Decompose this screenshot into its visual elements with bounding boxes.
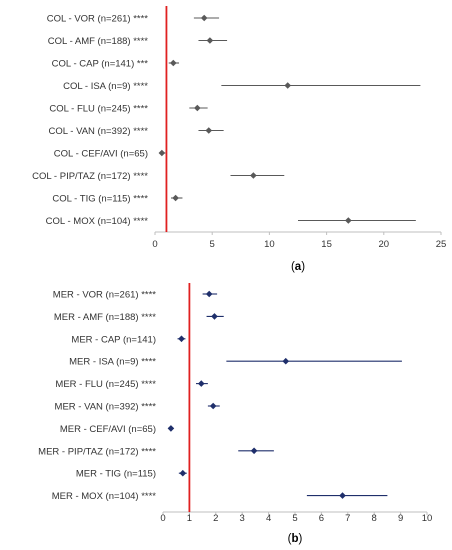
point-estimate-marker (200, 14, 208, 22)
category-label: MER - VOR (n=261) **** (53, 290, 157, 301)
category-label: MER - MOX (n=104) **** (52, 491, 157, 502)
x-tick-label: 9 (398, 513, 403, 524)
x-tick-label: 5 (210, 239, 215, 250)
x-tick-label: 20 (379, 239, 390, 250)
x-tick-label: 4 (266, 513, 271, 524)
category-label: COL - VOR (n=261) **** (47, 14, 149, 25)
x-tick-label: 25 (436, 239, 447, 250)
point-estimate-marker (172, 194, 179, 202)
panel-label: (b) (288, 533, 303, 545)
category-label: COL - CEF/AVI (n=65) (54, 149, 148, 160)
point-estimate-marker (197, 380, 205, 387)
point-estimate-marker (250, 447, 258, 455)
point-estimate-marker (206, 37, 214, 44)
category-label: MER - PIP/TAZ (n=172) **** (38, 446, 156, 457)
category-label: COL - FLU (n=245) **** (49, 104, 148, 115)
category-label: MER - TIG (n=115) (76, 469, 156, 480)
point-estimate-marker (345, 217, 352, 224)
point-estimate-marker (209, 402, 217, 410)
x-tick-label: 0 (152, 239, 157, 250)
x-tick-label: 7 (345, 513, 350, 524)
category-label: COL - VAN (n=392) **** (48, 126, 148, 137)
x-tick-label: 2 (213, 513, 218, 524)
point-estimate-marker (158, 149, 166, 157)
category-label: COL - CAP (n=141) *** (52, 59, 149, 70)
category-label: MER - CEF/AVI (n=65) (60, 424, 156, 435)
x-tick-label: 8 (372, 513, 377, 524)
point-estimate-marker (167, 425, 175, 432)
category-label: COL - AMF (n=188) **** (48, 36, 149, 47)
category-label: MER - CAP (n=141) (71, 334, 156, 345)
category-label: COL - TIG (n=115) **** (52, 194, 148, 205)
point-estimate-marker (211, 313, 218, 320)
category-label: COL - MOX (n=104) **** (46, 216, 149, 227)
x-tick-label: 0 (160, 513, 165, 524)
point-estimate-marker (250, 172, 257, 179)
category-label: MER - AMF (n=188) **** (54, 312, 156, 323)
x-tick-label: 10 (264, 239, 275, 250)
point-estimate-marker (205, 290, 213, 298)
point-estimate-marker (194, 104, 201, 112)
x-tick-label: 15 (321, 239, 332, 250)
x-tick-label: 1 (187, 513, 192, 524)
point-estimate-marker (179, 469, 187, 477)
panel-label-letter: b (291, 533, 298, 545)
panel-label-letter: a (295, 261, 302, 273)
x-tick-label: 10 (422, 513, 433, 524)
point-estimate-marker (170, 59, 177, 67)
panel-label: (a) (291, 261, 305, 273)
point-estimate-marker (205, 127, 213, 134)
point-estimate-marker (339, 492, 346, 499)
panel-a: 0 5 10 15 20 25 COL - VOR (n=261) **** COL - AM… (32, 6, 446, 273)
category-label: COL - PIP/TAZ (n=172) **** (32, 171, 148, 182)
category-label: COL - ISA (n=9) **** (63, 81, 148, 92)
point-estimate-marker (284, 82, 292, 89)
x-tick-label: 3 (240, 513, 245, 524)
category-label: MER - FLU (n=245) **** (55, 379, 156, 390)
point-estimate-marker (178, 335, 185, 343)
x-tick-label: 6 (319, 513, 324, 524)
point-estimate-marker (282, 357, 290, 365)
category-label: MER - VAN (n=392) **** (55, 402, 157, 413)
x-tick-label: 5 (292, 513, 297, 524)
panel-b: 0 1 2 3 4 5 6 7 8 9 10 MER - VOR (n=261) **** MER - … (38, 283, 432, 545)
category-label: MER - ISA (n=9) **** (69, 357, 156, 368)
